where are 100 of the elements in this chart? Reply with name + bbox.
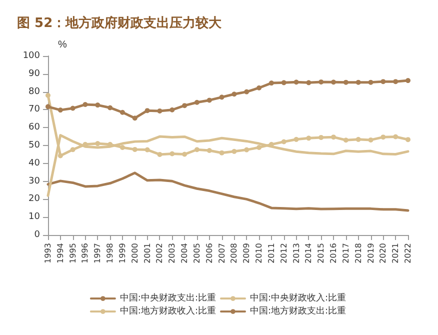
x-tick-label: 2020 <box>378 243 388 264</box>
point <box>157 152 162 157</box>
point <box>268 80 274 86</box>
point <box>170 151 175 156</box>
point <box>393 134 398 140</box>
x-tick-label: 2016 <box>329 243 338 264</box>
point <box>406 78 410 84</box>
x-tick-label: 2018 <box>354 243 363 264</box>
x-tick-label: 2009 <box>242 243 252 264</box>
x-tick-label: 2000 <box>130 243 140 264</box>
point <box>144 108 150 114</box>
y-tick-label: 30 <box>28 176 40 186</box>
point <box>132 146 138 152</box>
point <box>46 104 50 110</box>
point <box>331 80 336 85</box>
point <box>182 103 188 108</box>
x-tick-label: 1995 <box>68 243 78 264</box>
x-tick-label: 2008 <box>230 243 239 264</box>
point <box>380 79 386 84</box>
point <box>281 80 286 86</box>
x-tick-label: 1996 <box>80 243 90 264</box>
point <box>380 134 386 140</box>
point <box>95 102 100 108</box>
x-tick-label: 2015 <box>316 243 326 264</box>
point <box>95 141 100 146</box>
x-tick-label: 2022 <box>404 243 412 264</box>
x-tick-label: 2014 <box>304 243 314 264</box>
point <box>356 136 361 142</box>
point <box>343 80 348 85</box>
y-tick-label: 100 <box>22 51 40 61</box>
y-tick-label: 40 <box>28 158 40 168</box>
point <box>343 138 348 143</box>
point <box>132 116 138 121</box>
x-tick-label: 1993 <box>44 243 52 264</box>
point <box>46 92 50 98</box>
point <box>356 80 361 85</box>
y-tick-label: 0 <box>34 230 40 240</box>
x-tick-label: 1998 <box>106 243 115 264</box>
point <box>281 139 286 144</box>
point <box>219 94 224 100</box>
x-tick-label: 2011 <box>266 243 276 264</box>
point <box>219 150 224 156</box>
x-tick-label: 2010 <box>254 243 264 264</box>
point <box>368 80 374 85</box>
y-tick-label: 70 <box>28 104 40 115</box>
x-tick-label: 2002 <box>155 243 164 264</box>
chart-title: 图 52：地方政府财政支出压力较大 <box>17 15 223 31</box>
x-tick-label: 2007 <box>217 243 226 264</box>
point <box>157 108 162 114</box>
x-tick-label: 2005 <box>192 243 202 264</box>
point <box>318 134 324 140</box>
point <box>393 79 398 84</box>
point <box>70 147 76 152</box>
point <box>108 105 113 110</box>
point <box>182 152 188 157</box>
y-tick-label: 10 <box>28 212 40 222</box>
point <box>120 144 125 150</box>
x-tick-label: 2013 <box>292 243 301 264</box>
point <box>306 136 312 141</box>
point <box>318 79 324 84</box>
point <box>406 137 410 142</box>
point <box>170 107 175 112</box>
point <box>144 147 150 152</box>
point <box>120 110 125 115</box>
point <box>256 85 262 90</box>
point <box>82 102 88 108</box>
point <box>256 144 262 150</box>
line-series <box>46 172 410 212</box>
x-tick-label: 2003 <box>168 243 177 264</box>
point <box>194 100 200 105</box>
point <box>206 148 212 154</box>
x-tick-label: 1997 <box>93 243 102 264</box>
legend-label: 中国:中央财政支出:比重 <box>120 292 216 304</box>
point <box>232 92 237 97</box>
y-tick-label: 90 <box>28 68 40 79</box>
point <box>58 108 63 113</box>
x-tick-label: 2004 <box>180 243 190 264</box>
point <box>244 147 250 152</box>
y-axis-title: % <box>58 40 67 50</box>
x-tick-label: 1994 <box>56 243 65 264</box>
y-tick-label: 20 <box>28 194 40 204</box>
point <box>331 134 336 140</box>
point <box>194 147 200 152</box>
x-tick-label: 2012 <box>279 243 288 264</box>
x-tick-label: 1999 <box>118 243 127 264</box>
point <box>368 137 374 142</box>
point <box>306 80 312 86</box>
point <box>244 89 250 94</box>
x-tick-label: 2001 <box>142 243 152 264</box>
y-tick-label: 50 <box>28 140 40 150</box>
y-tick-label: 60 <box>28 122 40 133</box>
point <box>294 80 299 85</box>
legend-label: 中国:中央财政收入:比重 <box>250 292 346 304</box>
x-tick-label: 2021 <box>391 243 400 264</box>
point <box>58 153 63 158</box>
x-tick-label: 2019 <box>366 243 376 264</box>
point <box>232 148 237 154</box>
legend-label: 中国:地方财政收入:比重 <box>120 306 216 316</box>
legend-label: 中国:地方财政支出:比重 <box>250 306 346 316</box>
x-tick-label: 2017 <box>341 243 350 264</box>
